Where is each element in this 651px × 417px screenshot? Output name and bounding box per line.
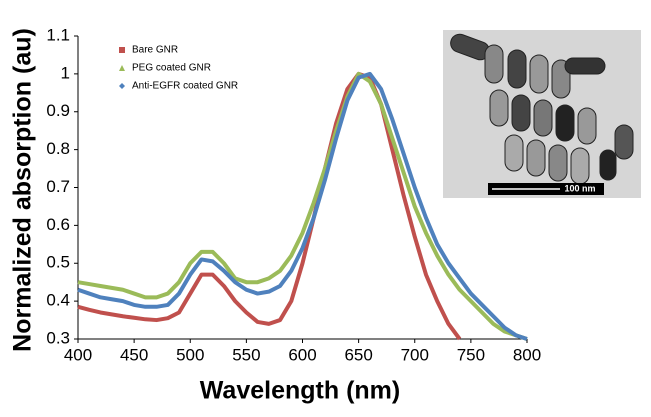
- y-tick-label: 0.6: [46, 215, 70, 234]
- x-tick-label: 400: [64, 345, 92, 364]
- y-tick-label: 0.9: [46, 101, 70, 120]
- series-line: [77, 71, 528, 341]
- x-tick-label: 500: [176, 345, 204, 364]
- x-tick-label: 700: [401, 345, 429, 364]
- inset-image: [443, 30, 641, 198]
- legend-marker: [119, 65, 125, 71]
- y-tick-label: 1: [61, 63, 70, 82]
- y-tick-label: 1.1: [46, 25, 70, 44]
- legend-label: PEG coated GNR: [132, 63, 211, 74]
- legend-marker: [119, 83, 125, 89]
- legend-label: Bare GNR: [132, 45, 178, 56]
- x-tick-label: 600: [288, 345, 316, 364]
- series-line: [77, 71, 528, 341]
- y-tick-label: 0.5: [46, 253, 70, 272]
- y-tick-label: 0.3: [46, 328, 70, 347]
- legend-label: Anti-EGFR coated GNR: [132, 81, 238, 92]
- y-tick-label: 0.7: [46, 177, 70, 196]
- x-axis-label: Wavelength (nm): [200, 377, 400, 405]
- x-tick-label: 800: [513, 345, 541, 364]
- series-line: [77, 71, 462, 341]
- x-tick-label: 650: [344, 345, 372, 364]
- y-tick-label: 0.4: [46, 291, 70, 310]
- x-tick-label: 750: [457, 345, 485, 364]
- x-tick-label: 450: [120, 345, 148, 364]
- legend-marker: [119, 47, 125, 53]
- inset-scale-label: 100 nm: [564, 183, 595, 193]
- y-axis-label: Normalized absorption (au): [9, 28, 37, 352]
- y-tick-label: 0.8: [46, 139, 70, 158]
- x-tick-label: 550: [232, 345, 260, 364]
